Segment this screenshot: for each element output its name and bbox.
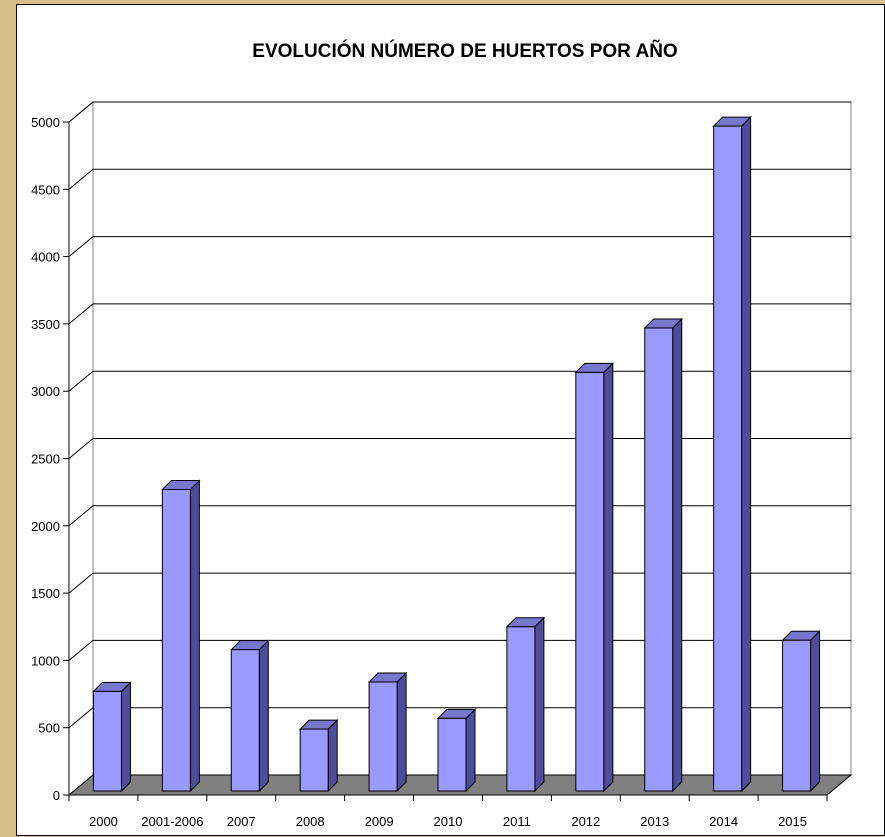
x-tick-label: 2000: [89, 814, 118, 829]
bar-side: [120, 681, 131, 793]
y-tick-label: 4000: [31, 250, 60, 265]
x-tick-label: 2009: [365, 814, 394, 829]
x-tick-label: 2001-2006: [141, 814, 203, 829]
bar: [299, 728, 329, 792]
x-tick-label: 2010: [434, 814, 463, 829]
chart-title: EVOLUCIÓN NÚMERO DE HUERTOS POR AÑO: [252, 40, 677, 62]
y-tick-label: 0: [53, 788, 60, 803]
bar-side: [189, 479, 200, 793]
y-tick-label: 1000: [31, 653, 60, 668]
bar: [230, 649, 260, 792]
bar: [575, 371, 605, 792]
y-tick-label: 4500: [31, 182, 60, 197]
gridline-side: [68, 101, 94, 123]
x-tick-label: 2011: [503, 814, 531, 829]
bar-side: [396, 671, 407, 793]
x-tick-label: 2015: [778, 814, 807, 829]
gridline-side: [68, 707, 94, 729]
x-tick-label: 2012: [571, 814, 600, 829]
gridline-side: [68, 370, 94, 392]
bar-side: [810, 630, 821, 793]
bar-side: [327, 718, 338, 793]
gridline-side: [68, 505, 94, 527]
plot-area: 0 500 1000 1500 2000 2500 3000 3500 4000 4500 5000…: [31, 100, 853, 829]
bar: [437, 717, 467, 792]
y-tick-label: 3500: [31, 317, 60, 332]
y-tick-label: 2500: [31, 452, 60, 467]
gridline-side: [68, 303, 94, 325]
x-tick-label: 2008: [296, 814, 325, 829]
bar-side: [534, 616, 545, 793]
y-tick-label: 3000: [31, 384, 60, 399]
x-tick-label: 2013: [640, 814, 669, 829]
gridline-side: [68, 572, 94, 594]
x-tick-label: 2014: [709, 814, 738, 829]
bar: [161, 488, 191, 792]
bar-side: [603, 362, 614, 793]
gridline-side: [68, 640, 94, 661]
gridline-side: [68, 438, 94, 459]
gridline-side: [68, 168, 94, 190]
bar-side: [465, 708, 476, 793]
bar: [506, 626, 536, 792]
bar: [644, 327, 674, 792]
bar-side: [672, 317, 683, 793]
chart-frame: EVOLUCIÓN NÚMERO DE HUERTOS POR AÑO 0 500…: [16, 4, 885, 836]
bar: [368, 681, 398, 792]
bar: [713, 125, 743, 792]
bar-side: [741, 115, 752, 793]
bar: [782, 639, 812, 792]
bar: [92, 690, 122, 792]
bar-side: [258, 639, 269, 793]
y-tick-label: 2000: [31, 519, 60, 534]
x-tick-label: 2007: [227, 814, 256, 829]
gridline-side: [68, 236, 94, 257]
bar-chart: EVOLUCIÓN NÚMERO DE HUERTOS POR AÑO 0 500…: [31, 40, 853, 829]
y-tick-label: 1500: [31, 586, 60, 601]
y-tick-label: 5000: [31, 115, 60, 130]
y-tick-label: 500: [38, 721, 60, 736]
